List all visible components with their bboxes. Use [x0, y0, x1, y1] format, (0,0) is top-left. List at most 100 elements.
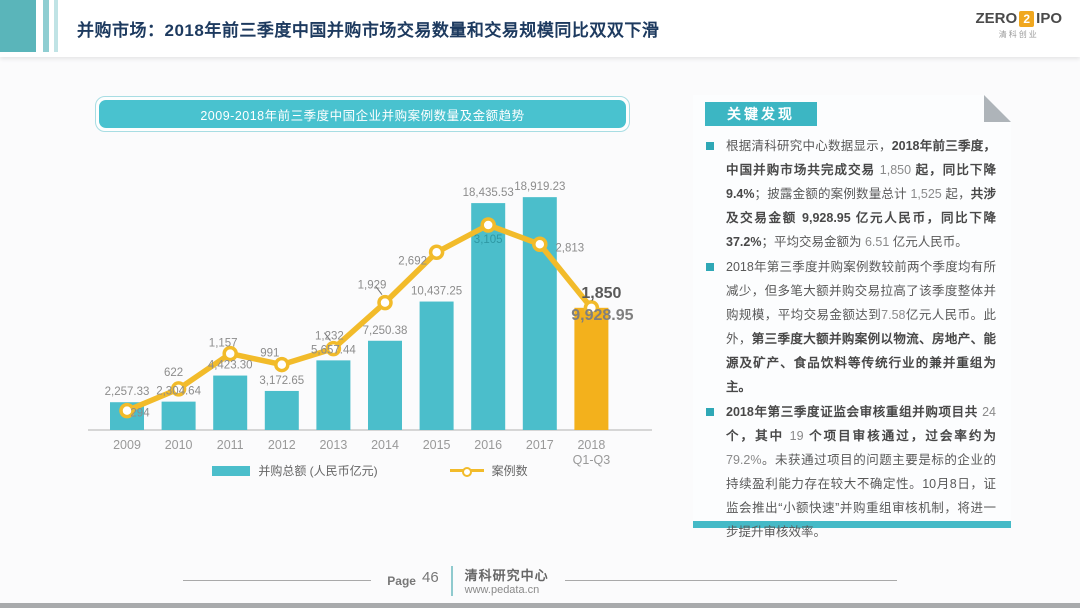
- key-finding-item: 根据清科研究中心数据显示，2018年前三季度，中国并购市场共完成交易 1,850…: [706, 134, 996, 254]
- x-tick-sublabel: Q1-Q3: [573, 453, 611, 467]
- line-label-2017: 2,813: [555, 242, 584, 254]
- bar-2012: [264, 390, 299, 430]
- bar-2015: [419, 301, 454, 430]
- x-tick-2017: 2017: [526, 438, 554, 452]
- text-run: 79.2%: [726, 453, 762, 467]
- text-run: 1,850: [879, 163, 916, 177]
- line-marker-2017: [532, 236, 548, 253]
- text-run: 个，其中: [726, 429, 790, 443]
- bar-2010: [161, 401, 196, 430]
- x-tick-2015: 2015: [423, 438, 451, 452]
- bar-2011: [213, 375, 248, 430]
- case-count-line: [124, 222, 595, 414]
- text-run: ；平均交易金额为: [761, 235, 865, 249]
- logo-zero: ZERO: [975, 10, 1018, 27]
- text-run: 6.51: [864, 235, 893, 249]
- line-label-2016: 3,105: [474, 234, 503, 246]
- bottom-edge-strip: [0, 603, 1080, 608]
- text-run: 2018年前三季度，中国并购市场共完成交易: [726, 139, 996, 177]
- line-marker-2014: [377, 294, 393, 311]
- key-finding-text: 根据清科研究中心数据显示，2018年前三季度，中国并购市场共完成交易 1,850…: [726, 134, 996, 254]
- legend-line-dot: [461, 466, 472, 477]
- x-tick-2010: 2010: [165, 438, 193, 452]
- x-tick-2014: 2014: [371, 438, 399, 452]
- line-label-2011: 1,157: [209, 338, 238, 350]
- line-label-2009: 294: [130, 408, 150, 420]
- legend-item-bar: 并购总额 (人民币亿元): [212, 462, 378, 479]
- text-run: 7.58: [881, 308, 906, 322]
- key-finding-item: 2018年第三季度证监会审核重组并购项目共 24 个，其中 19 个项目审核通过…: [706, 400, 996, 544]
- line-marker-2012: [274, 356, 290, 373]
- page-number: 46: [421, 569, 439, 586]
- x-tick-2011: 2011: [217, 438, 244, 452]
- x-tick-2009: 2009: [113, 438, 141, 452]
- line-marker-2009: [119, 402, 135, 419]
- header-teal-stripe-1: [43, 0, 49, 52]
- line-marker-2015: [428, 244, 445, 261]
- text-run: 24: [982, 405, 996, 419]
- footer-rule-left: [183, 580, 372, 581]
- bar-2013: [316, 360, 351, 430]
- text-run: 起，同比下降9.4%: [726, 163, 996, 201]
- bar-label-2013: 5,657.44: [311, 344, 356, 356]
- text-run: 亿元人民币。: [892, 235, 968, 249]
- line-marker-2013: [325, 340, 342, 357]
- line-marker-2018: [583, 300, 600, 316]
- x-tick-2013: 2013: [319, 438, 347, 452]
- chart-title: 2009-2018年前三季度中国企业并购案例数量及金额趋势: [99, 100, 626, 128]
- line-label-2018: 1,850: [581, 285, 621, 302]
- header-teal-stripe-2: [54, 0, 58, 52]
- page-title: 并购市场：2018年前三季度中国并购市场交易数量和交易规模同比双双下滑: [77, 21, 660, 40]
- key-finding-text: 2018年第三季度并购案例数较前两个季度均有所减少，但多笔大额并购交易拉高了该季…: [726, 255, 996, 399]
- footer-org-block: 清科研究中心 www.pedata.cn: [465, 565, 549, 596]
- bar-2017: [522, 197, 557, 430]
- text-run: 2018年第三季度证监会审核重组并购项目共: [726, 405, 983, 419]
- bar-label-2018: 9,928.95: [571, 307, 633, 324]
- bar-label-2014: 7,250.38: [363, 325, 408, 337]
- line-label-2012: 991: [260, 348, 279, 360]
- bar-label-2017: 18,919.23: [514, 181, 565, 193]
- text-run: 根据清科研究中心数据显示，: [726, 139, 892, 153]
- logo-wordmark: ZERO 2 IPO: [975, 10, 1062, 27]
- org-name: 清科研究中心: [464, 568, 549, 583]
- zero2ipo-logo: ZERO 2 IPO 清科创业: [975, 10, 1062, 40]
- key-findings-panel: 关键发现 根据清科研究中心数据显示，2018年前三季度，中国并购市场共完成交易 …: [693, 95, 1011, 539]
- key-finding-item: 2018年第三季度并购案例数较前两个季度均有所减少，但多笔大额并购交易拉高了该季…: [706, 255, 996, 399]
- chart-title-box: 2009-2018年前三季度中国企业并购案例数量及金额趋势: [95, 96, 630, 132]
- bullet-square-icon: [706, 263, 714, 271]
- line-marker-2011: [222, 345, 238, 362]
- bar-label-2012: 3,172.65: [259, 375, 304, 387]
- bar-label-2010: 2,304.64: [156, 386, 201, 398]
- logo-2-badge: 2: [1019, 10, 1035, 27]
- header-teal-block: [0, 0, 36, 52]
- text-run: 第三季度大额并购案例以物流、房地产、能源及矿产、食品饮料等传统行业的兼并重组为主…: [726, 332, 996, 394]
- logo-ipo: IPO: [1036, 10, 1062, 27]
- footer: Page 46 清科研究中心 www.pedata.cn: [0, 565, 1080, 596]
- bar-label-2016: 18,435.53: [463, 187, 514, 199]
- bar-label-2009: 2,257.33: [105, 386, 150, 398]
- bar-label-2015: 10,437.25: [411, 286, 462, 298]
- legend-bar-label: 并购总额 (人民币亿元): [258, 464, 378, 478]
- key-findings-heading: 关键发现: [705, 102, 817, 126]
- text-run: 亿元人民币。此外，: [726, 308, 996, 346]
- line-label-2013: 1,232: [315, 331, 344, 343]
- footer-rule-right: [564, 580, 897, 581]
- bar-2014: [368, 340, 402, 430]
- x-tick-2018: 2018: [577, 438, 605, 452]
- text-run: 19: [789, 429, 810, 443]
- line-label-2015: 2,692: [398, 255, 427, 267]
- text-run: 2018年第三季度并购案例数较前两个季度均有所减少，但多笔大额并购交易拉高了该季…: [726, 260, 996, 322]
- combo-chart: 2,257.33 2,304.64 4,423.30 3,172.65 5,657.44…: [88, 181, 652, 467]
- text-run: 1,525: [910, 187, 946, 201]
- label-leader-line: [323, 332, 331, 341]
- text-run: 。未获通过项目的问题主要是标的企业的持续盈利能力存在较大不确定性。10月8日，证…: [726, 453, 996, 539]
- org-url: www.pedata.cn: [464, 584, 540, 596]
- text-run: 共涉及交易金额 9,928.95 亿元人民币，同比下降37.2%: [726, 187, 996, 249]
- line-label-2014: 1,929: [358, 280, 387, 292]
- x-tick-2012: 2012: [268, 438, 296, 452]
- page-label: Page: [387, 573, 416, 588]
- logo-subtitle: 清科创业: [998, 30, 1039, 39]
- bar-label-2011: 4,423.30: [208, 360, 253, 372]
- text-run: 起，: [945, 187, 971, 201]
